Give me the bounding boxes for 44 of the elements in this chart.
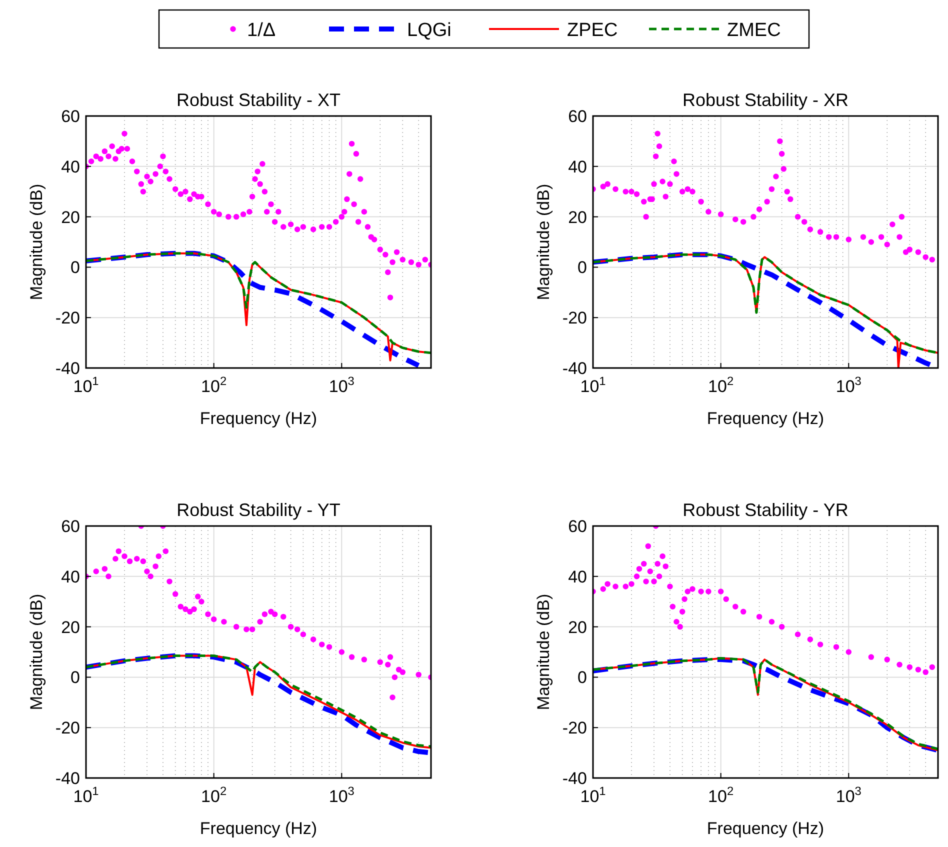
y-axis-title: Magnitude (dB) [27,184,46,300]
y-tick-label: 20 [61,208,80,227]
y-tick-label: 40 [568,157,587,176]
legend-label: ZMEC [727,20,781,41]
legend-label: ZPEC [567,20,618,41]
legend-label: 1/Δ [247,20,276,41]
y-tick-label: 0 [70,258,80,278]
y-tick-label: -20 [562,718,587,738]
y-tick-label: 60 [61,107,80,126]
x-tick-label: 10$^{3}$ [328,374,355,396]
x-tick-label: 10$^{3}$ [836,784,862,806]
y-axis-title: Magnitude (dB) [534,184,553,300]
y-tick-label: 60 [61,517,80,536]
chart-title: Robust Stability - YR [682,500,848,520]
y-tick-label: 60 [568,107,587,126]
legend-label: LQGi [407,20,452,41]
y-tick-label: 0 [578,668,587,688]
y-tick-label: 60 [568,517,587,536]
y-tick-label: 40 [568,567,587,586]
y-tick-label: 20 [61,618,80,637]
y-axis-title: Magnitude (dB) [27,594,46,710]
y-axis-title: Magnitude (dB) [534,594,553,710]
x-tick-label: 10$^{2}$ [708,784,734,806]
y-tick-label: 0 [70,668,80,688]
x-axis-title: Frequency (Hz) [706,819,824,838]
x-axis-title: Frequency (Hz) [200,409,318,428]
y-tick-label: 20 [568,208,587,227]
x-tick-label: 10$^{2}$ [201,374,227,396]
y-tick-label: 0 [578,258,587,278]
x-tick-label: 10$^{3}$ [328,784,355,806]
y-tick-label: 40 [61,157,80,176]
y-tick-label: -20 [55,718,80,738]
x-axis-title: Frequency (Hz) [706,409,824,428]
chart-title: Robust Stability - XR [682,90,849,110]
x-tick-label: 10$^{2}$ [708,374,734,396]
y-tick-label: 40 [61,567,80,586]
y-tick-label: 20 [568,618,587,637]
chart-title: Robust Stability - YT [176,500,340,520]
x-axis-title: Frequency (Hz) [200,819,318,838]
y-tick-label: -20 [562,308,587,328]
chart-title: Robust Stability - XT [176,90,341,110]
y-tick-label: -20 [55,308,80,328]
x-tick-label: 10$^{2}$ [201,784,227,806]
x-tick-label: 10$^{3}$ [836,374,862,396]
